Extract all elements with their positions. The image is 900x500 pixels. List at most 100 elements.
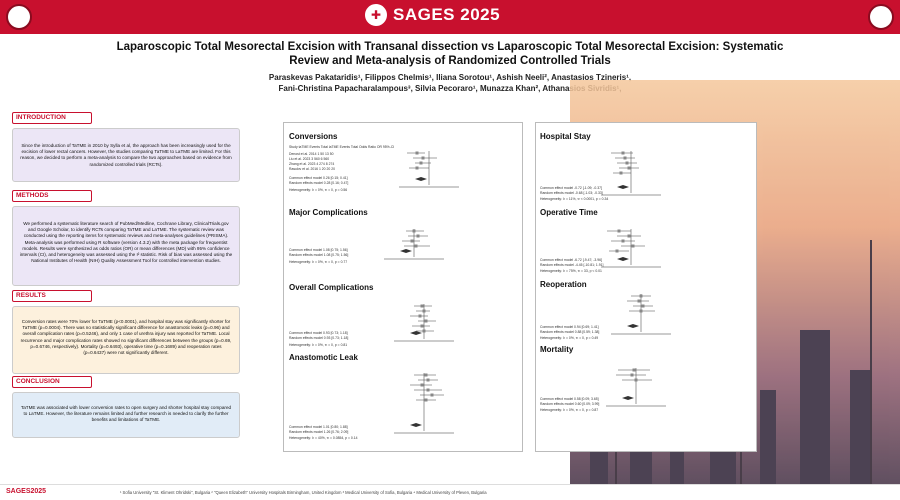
overall-study-square xyxy=(422,329,426,333)
optime-study-square xyxy=(615,249,619,253)
reop-summary-common: Common effect model 0.94 [0.69; 1.41] xyxy=(540,325,599,329)
conclusion-section: CONCLUSION TaTME was associated with low… xyxy=(12,376,240,438)
hospital-study-square xyxy=(627,166,631,170)
optime-title: Operative Time xyxy=(540,208,598,217)
leak-summary-common: Common effect model 1.01 [0.80; 1.88] xyxy=(289,425,348,429)
reop-study-square xyxy=(639,294,643,298)
reop-study-square xyxy=(637,299,641,303)
footer-brand: SAGES2025 xyxy=(6,488,47,495)
reop-study-square xyxy=(639,309,643,313)
hospital-summary-random: Random effects model -0.68 [-1.03; -0.33… xyxy=(540,191,603,195)
introduction-section: INTRODUCTION Since the introduction of T… xyxy=(12,112,240,182)
hospital-study-square xyxy=(619,171,623,175)
conversions-study-square xyxy=(415,166,419,170)
hospital-study-square xyxy=(625,161,629,165)
mortality-study-square xyxy=(634,378,638,382)
leak-study-square xyxy=(424,373,428,377)
major-summary-random: Random effects model 1.08 [0.75; 1.56] xyxy=(289,253,349,257)
major-title: Major Complications xyxy=(289,208,368,217)
leak-summary-diamond xyxy=(410,423,422,427)
overall-summary-diamond xyxy=(410,331,422,335)
conversions-summary-random: Random effects model 0.28 [0.16; 0.47] xyxy=(289,181,349,185)
leak-study-square xyxy=(424,398,428,402)
leak-study-square xyxy=(420,383,424,387)
leak-summary-random: Random effects model 1.26 [0.76; 2.09] xyxy=(289,430,349,434)
hospital-heterogeneity: Heterogeneity: I² = 11%, τ² < 0.0001, p … xyxy=(540,197,609,201)
hospital-study-square xyxy=(623,156,627,160)
major-summary-diamond xyxy=(400,249,412,253)
methods-section: METHODS We performed a systematic litera… xyxy=(12,190,240,286)
optime-study-square xyxy=(621,239,625,243)
reop-title: Reoperation xyxy=(540,280,587,289)
results-heading: RESULTS xyxy=(12,290,92,302)
major-study-square xyxy=(410,239,414,243)
leak-title: Anastomotic Leak xyxy=(289,353,358,362)
authors-line-2: Fani-Christina Papacharalampous³, Silvia… xyxy=(278,84,622,93)
hospital-title: Hospital Stay xyxy=(540,132,591,141)
major-heterogeneity: Heterogeneity: I² = 0%, τ² = 0, p = 0.77 xyxy=(289,260,348,264)
conversions-summary-diamond xyxy=(415,177,427,181)
mortality-heterogeneity: Heterogeneity: I² = 0%, τ² = 0, p = 0.87 xyxy=(540,408,599,412)
forest-plots-panel-right xyxy=(535,122,757,452)
conversions-study-square xyxy=(415,151,419,155)
mortality-study-square xyxy=(630,373,634,377)
results-text: Conversion rates were 70% lower for TaTM… xyxy=(12,306,240,374)
leak-study-square xyxy=(426,388,430,392)
conversions-title: Conversions xyxy=(289,132,338,141)
conference-badge: ✚ SAGES 2025 xyxy=(365,4,500,26)
mortality-title: Mortality xyxy=(540,345,574,354)
header-bar xyxy=(0,0,900,34)
footer: SAGES2025 ¹ Sofia University "St. Klimen… xyxy=(0,484,900,500)
overall-heterogeneity: Heterogeneity: I² = 0%, τ² = 0, p = 0.81 xyxy=(289,343,348,347)
university-seal-logo xyxy=(868,4,894,30)
conversions-row-2: Liu et al. 2023 3 560 6 560 xyxy=(289,157,330,161)
forest-plots-panel-left xyxy=(283,122,523,452)
hospital-study-square xyxy=(621,151,625,155)
reop-summary-random: Random effects model 0.88 [0.59; 1.38] xyxy=(540,330,600,334)
author-list: Paraskevas Pakataridis¹, Filippos Chelmi… xyxy=(180,72,720,94)
overall-study-square xyxy=(424,319,428,323)
sages-logo-icon: ✚ xyxy=(365,4,387,26)
footer-affiliations: ¹ Sofia University "St. Kliment Ohridski… xyxy=(120,490,487,495)
conclusion-heading: CONCLUSION xyxy=(12,376,92,388)
hospital-summary-common: Common effect model -0.72 [-1.09; -0.37] xyxy=(540,186,602,190)
results-section: RESULTS Conversion rates were 70% lower … xyxy=(12,290,240,374)
conference-title: SAGES 2025 xyxy=(393,5,501,24)
optime-heterogeneity: Heterogeneity: I² = 75%, τ² = 33, p < 0.… xyxy=(540,269,602,273)
leak-study-square xyxy=(426,378,430,382)
conversions-study-square xyxy=(419,161,423,165)
introduction-heading: INTRODUCTION xyxy=(12,112,92,124)
poster-title: Laparoscopic Total Mesorectal Excision w… xyxy=(116,41,784,67)
overall-study-square xyxy=(420,304,424,308)
conversions-row-4: Rasulov et al. 2016 1 20 20 20 xyxy=(289,167,335,171)
overall-study-square xyxy=(418,314,422,318)
methods-heading: METHODS xyxy=(12,190,92,202)
reop-summary-diamond xyxy=(627,324,639,328)
conversions-heterogeneity: Heterogeneity: I² = 0%, τ² = 0, p = 0.56 xyxy=(289,188,348,192)
forest-plots-left-svg xyxy=(384,151,459,434)
university-logo xyxy=(6,4,32,30)
mortality-summary-random: Random effects model 0.60 [0.09; 3.99] xyxy=(540,402,600,406)
overall-study-square xyxy=(422,309,426,313)
optime-study-square xyxy=(631,244,635,248)
leak-study-square xyxy=(430,393,434,397)
conclusion-text: TaTME was associated with lower conversi… xyxy=(12,392,240,438)
mortality-study-square xyxy=(632,368,636,372)
leak-heterogeneity: Heterogeneity: I² = 40%, τ² = 0.0854, p … xyxy=(289,436,358,440)
optime-summary-random: Random effects model -4.45 [-10.81; 1.91… xyxy=(540,263,604,267)
methods-text: We performed a systematic literature sea… xyxy=(12,206,240,286)
optime-summary-diamond xyxy=(617,257,629,261)
hospital-summary-diamond xyxy=(617,185,629,189)
major-study-square xyxy=(416,234,420,238)
mortality-summary-diamond xyxy=(622,396,634,400)
optime-summary-common: Common effect model -6.72 [-9.47; -3.96] xyxy=(540,258,602,262)
overall-summary-random: Random effects model 0.93 [0.73; 1.18] xyxy=(289,336,349,340)
reop-heterogeneity: Heterogeneity: I² = 0%, τ² = 0, p = 0.49 xyxy=(540,336,599,340)
overall-title: Overall Complications xyxy=(289,283,374,292)
major-summary-common: Common effect model 1.08 [0.75; 1.56] xyxy=(289,248,348,252)
authors-line-1: Paraskevas Pakataridis¹, Filippos Chelmi… xyxy=(268,73,632,82)
major-study-square xyxy=(414,244,418,248)
forest-plots-right-svg xyxy=(601,151,671,407)
optime-study-square xyxy=(627,234,631,238)
mortality-summary-common: Common effect model 0.58 [0.09; 3.65] xyxy=(540,397,599,401)
